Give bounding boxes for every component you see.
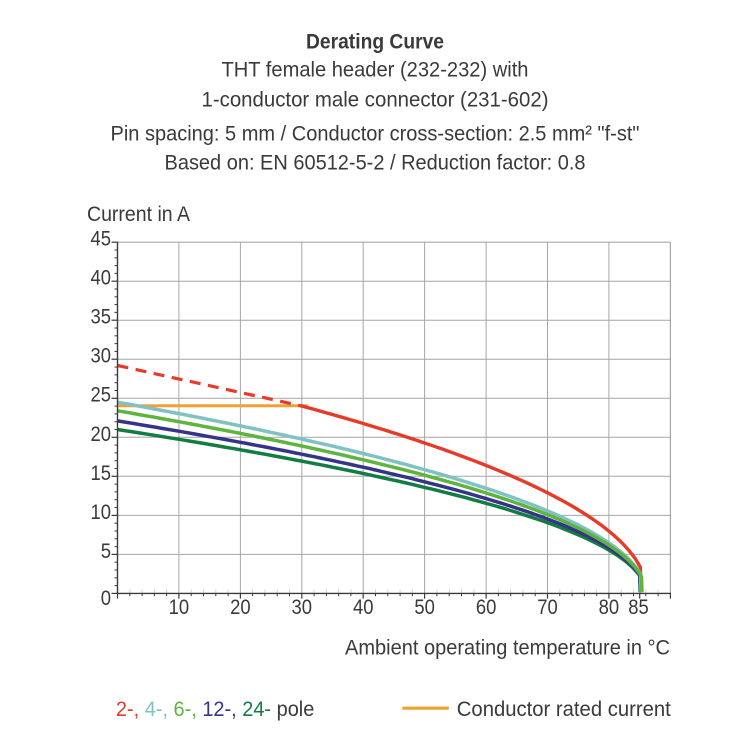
svg-text:2-, 4-, 6-, 12-, 24- pole: 2-, 4-, 6-, 12-, 24- pole	[116, 698, 314, 722]
svg-text:Current in A: Current in A	[87, 203, 190, 226]
svg-text:30: 30	[292, 596, 313, 619]
svg-text:70: 70	[537, 596, 558, 619]
svg-text:Pin spacing: 5 mm / Conductor: Pin spacing: 5 mm / Conductor cross-sect…	[111, 123, 640, 146]
svg-text:10: 10	[91, 501, 112, 524]
svg-text:40: 40	[91, 267, 112, 290]
svg-text:Based on: EN 60512-5-2 / Reduc: Based on: EN 60512-5-2 / Reduction facto…	[165, 152, 586, 175]
svg-text:Conductor rated current: Conductor rated current	[457, 698, 671, 721]
svg-text:0: 0	[101, 587, 111, 610]
svg-text:30: 30	[91, 345, 112, 368]
svg-text:THT female header (232-232) wi: THT female header (232-232) with	[222, 59, 529, 82]
svg-text:Ambient operating temperature: Ambient operating temperature in °C	[345, 637, 670, 660]
svg-text:25: 25	[91, 384, 112, 407]
svg-text:Derating Curve: Derating Curve	[306, 31, 444, 54]
svg-text:60: 60	[476, 596, 497, 619]
svg-text:15: 15	[91, 462, 112, 485]
svg-text:50: 50	[414, 596, 435, 619]
svg-text:35: 35	[91, 306, 112, 329]
svg-text:1-conductor male connector (23: 1-conductor male connector (231-602)	[202, 89, 549, 112]
svg-text:20: 20	[91, 423, 112, 446]
svg-text:5: 5	[101, 540, 111, 563]
svg-text:20: 20	[230, 596, 251, 619]
svg-text:45: 45	[91, 228, 112, 251]
svg-text:40: 40	[353, 596, 374, 619]
svg-text:80: 80	[599, 596, 620, 619]
svg-text:10: 10	[169, 596, 190, 619]
svg-text:85: 85	[628, 596, 649, 619]
